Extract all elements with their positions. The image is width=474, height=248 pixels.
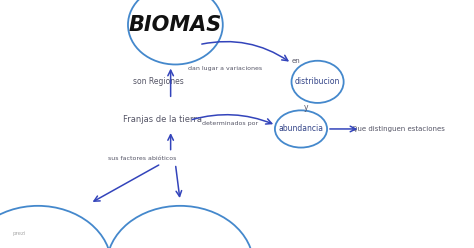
Text: distribucion: distribucion (295, 77, 340, 86)
Text: determinados por: determinados por (202, 122, 258, 126)
Text: y: y (303, 103, 308, 112)
Text: Que distinguen estaciones: Que distinguen estaciones (352, 126, 445, 132)
Ellipse shape (0, 206, 111, 248)
Text: sus factores abióticos: sus factores abióticos (108, 156, 176, 161)
Ellipse shape (128, 0, 223, 64)
Ellipse shape (275, 110, 327, 148)
Ellipse shape (107, 206, 254, 248)
Ellipse shape (292, 61, 344, 103)
Text: en: en (292, 58, 300, 64)
Text: abundancia: abundancia (279, 124, 323, 133)
Text: dan lugar a variaciones: dan lugar a variaciones (188, 66, 262, 71)
Text: son Regiones: son Regiones (133, 77, 183, 86)
Text: prezi: prezi (12, 231, 26, 236)
Text: BIOMAS: BIOMAS (129, 15, 222, 35)
Text: Franjas de la tierra: Franjas de la tierra (123, 115, 202, 124)
